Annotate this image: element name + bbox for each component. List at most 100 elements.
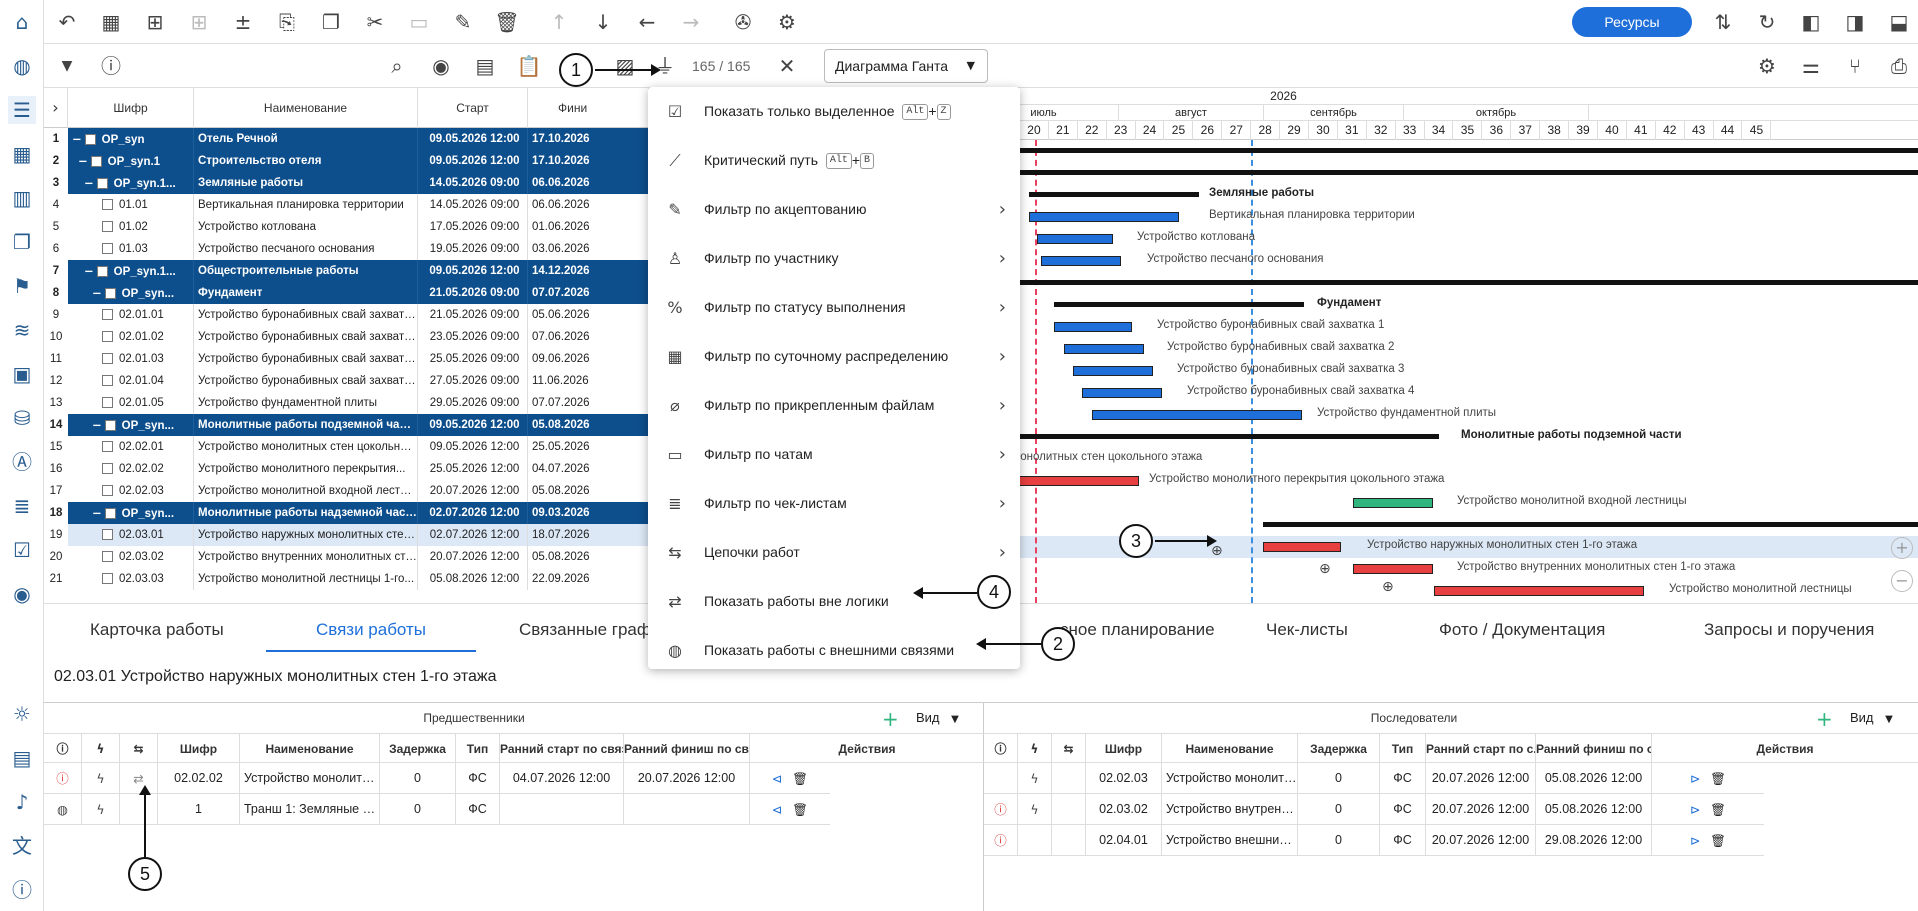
task-bar[interactable]: [1263, 542, 1341, 552]
summary-bar[interactable]: [1263, 522, 1918, 527]
row-start[interactable]: 20.07.2026 12:00: [418, 480, 528, 502]
navigate-icon[interactable]: ⊲: [771, 771, 783, 786]
brush-icon[interactable]: ✎: [454, 10, 472, 34]
text-field-icon[interactable]: Ⓐ: [12, 450, 32, 474]
row-name[interactable]: Устройство монолитной входной лестницы: [194, 480, 418, 502]
tab-checklists[interactable]: Чек-листы: [1266, 620, 1348, 639]
menu-item-filter-chats[interactable]: ▭ Фильтр по чатам ›: [648, 430, 1020, 479]
row-checkbox[interactable]: [102, 463, 113, 475]
row-start[interactable]: 19.05.2026 09:00: [418, 238, 528, 260]
row-start[interactable]: 25.05.2026 09:00: [418, 348, 528, 370]
navigate-icon[interactable]: ⊳: [1689, 802, 1701, 817]
wrench-icon[interactable]: ✇: [734, 10, 752, 34]
table-row[interactable]: 3 − OP_syn.1... Земляные работы 14.05.2026 0…: [44, 172, 649, 194]
row-start[interactable]: 23.05.2026 09:00: [418, 326, 528, 348]
delete-icon[interactable]: 🗑: [494, 10, 520, 34]
collapse-icon[interactable]: −: [92, 418, 102, 432]
table-row[interactable]: 2− OP_syn.1 Строительство отеля 09.05.2026 …: [44, 150, 649, 172]
row-name[interactable]: Отель Речной: [194, 128, 418, 150]
clipboard-icon[interactable]: 📋: [516, 54, 542, 78]
indent-icon[interactable]: →: [682, 10, 700, 34]
row-finish[interactable]: 05.08.2026: [528, 480, 649, 502]
tab-requests[interactable]: Запросы и поручения: [1704, 620, 1875, 639]
branch-icon[interactable]: ⑂: [1849, 54, 1861, 78]
row-start[interactable]: 02.07.2026 12:00: [418, 502, 528, 524]
row-start[interactable]: 09.05.2026 12:00: [418, 436, 528, 458]
navigate-icon[interactable]: ⊳: [1689, 833, 1701, 848]
row-name[interactable]: Устройство наружных монолитных стен 1-..…: [194, 524, 418, 546]
bottom-panel-icon[interactable]: ⬓: [1889, 10, 1909, 34]
navigate-icon[interactable]: ⊳: [1689, 771, 1701, 786]
row-code-cell[interactable]: 01.03: [68, 238, 194, 260]
row-name[interactable]: Устройство буронабивных свай захватка 3: [194, 348, 418, 370]
add-child-icon[interactable]: ⊞: [190, 10, 208, 34]
row-code-cell[interactable]: 01.01: [68, 194, 194, 216]
row-finish[interactable]: 09.06.2026: [528, 348, 649, 370]
row-code-cell[interactable]: − OP_syn.1...: [68, 260, 194, 282]
menu-item-external-links[interactable]: ◍ Показать работы с внешними связями: [648, 626, 1020, 675]
row-checkbox[interactable]: [104, 508, 116, 520]
zoom-in-icon[interactable]: +: [1891, 537, 1913, 559]
undo-icon[interactable]: ↶: [58, 10, 76, 34]
print-icon[interactable]: ⎙: [1891, 54, 1907, 78]
collapse-icon[interactable]: −: [92, 506, 102, 520]
search-icon[interactable]: ⌕: [391, 54, 403, 78]
row-checkbox[interactable]: [102, 397, 113, 409]
collapse-icon[interactable]: −: [92, 286, 102, 300]
expand-icon[interactable]: ›: [44, 88, 68, 128]
trash-icon[interactable]: 🗑: [1710, 833, 1727, 848]
row-code-cell[interactable]: 02.01.04: [68, 370, 194, 392]
table-row[interactable]: 14 − OP_syn... Монолитные работы подземной …: [44, 414, 649, 436]
table-row[interactable]: 6 01.03 Устройство песчаного основания 19.0…: [44, 238, 649, 260]
view-dropdown[interactable]: Вид ▼: [916, 710, 959, 725]
bell-icon[interactable]: ♪: [15, 790, 29, 814]
menu-item-show-selected[interactable]: ☑ Показать только выделенное Alt + Z: [648, 87, 1020, 136]
task-bar[interactable]: [1353, 498, 1433, 508]
table-row[interactable]: 9 02.01.01 Устройство буронабивных свай за…: [44, 304, 649, 326]
row-start[interactable]: 27.05.2026 09:00: [418, 370, 528, 392]
row-checkbox[interactable]: [102, 309, 113, 321]
row-code-cell[interactable]: 02.01.02: [68, 326, 194, 348]
row-checkbox[interactable]: [102, 375, 113, 387]
table-row[interactable]: 11 02.01.03 Устройство буронабивных свай з…: [44, 348, 649, 370]
trash-icon[interactable]: 🗑: [1710, 771, 1727, 786]
row-finish[interactable]: 07.07.2026: [528, 282, 649, 304]
row-start[interactable]: 17.05.2026 09:00: [418, 216, 528, 238]
table-row[interactable]: 20 02.03.02 Устройство внутренних монолитн…: [44, 546, 649, 568]
layout-icon[interactable]: ▤: [475, 54, 495, 78]
row-checkbox[interactable]: [84, 134, 96, 146]
row-name[interactable]: Общестроительные работы: [194, 260, 418, 282]
row-finish[interactable]: 11.06.2026: [528, 370, 649, 392]
table-row[interactable]: 4 01.01 Вертикальная планировка территории…: [44, 194, 649, 216]
flag-icon[interactable]: ⚑: [13, 274, 31, 298]
table-row[interactable]: 5 01.02 Устройство котлована 17.05.2026 09:…: [44, 216, 649, 238]
row-name[interactable]: Устройство буронабивных свай захватка 2: [194, 326, 418, 348]
brightness-icon[interactable]: ☼: [13, 702, 31, 726]
view-icon[interactable]: ◉: [432, 54, 450, 78]
task-bar[interactable]: [1064, 344, 1144, 354]
table-row[interactable]: 21 02.03.03 Устройство монолитной лестницы…: [44, 568, 649, 590]
database-icon[interactable]: ⛁: [13, 406, 31, 430]
row-finish[interactable]: 09.03.2026: [528, 502, 649, 524]
row-start[interactable]: 14.05.2026 09:00: [418, 172, 528, 194]
row-finish[interactable]: 14.12.2026: [528, 260, 649, 282]
clear-filter-icon[interactable]: ✕: [778, 54, 796, 78]
tab-photos-docs[interactable]: Фото / Документация: [1439, 620, 1606, 639]
row-code-cell[interactable]: − OP_syn...: [68, 502, 194, 524]
menu-item-filter-acceptance[interactable]: ✎ Фильтр по акцептованию ›: [648, 185, 1020, 234]
row-code-cell[interactable]: − OP_syn.1: [68, 150, 194, 172]
add-icon[interactable]: +: [1816, 707, 1833, 731]
table-row[interactable]: 18 − OP_syn... Монолитные работы надземной …: [44, 502, 649, 524]
calculator-icon[interactable]: ▦: [101, 10, 121, 34]
menu-item-filter-status[interactable]: % Фильтр по статусу выполнения ›: [648, 283, 1020, 332]
summary-bar[interactable]: [1029, 192, 1199, 197]
trash-icon[interactable]: 🗑: [1710, 802, 1727, 817]
task-bar[interactable]: [1353, 564, 1433, 574]
summary-bar[interactable]: [829, 434, 1439, 439]
row-code-cell[interactable]: 02.01.03: [68, 348, 194, 370]
info-icon[interactable]: ⓘ: [12, 878, 32, 902]
collapse-icon[interactable]: −: [78, 154, 88, 168]
collapse-icon[interactable]: −: [84, 264, 94, 278]
board-icon[interactable]: ▦: [12, 142, 32, 166]
table-row[interactable]: 19 02.03.01 Устройство наружных монолитных…: [44, 524, 649, 546]
